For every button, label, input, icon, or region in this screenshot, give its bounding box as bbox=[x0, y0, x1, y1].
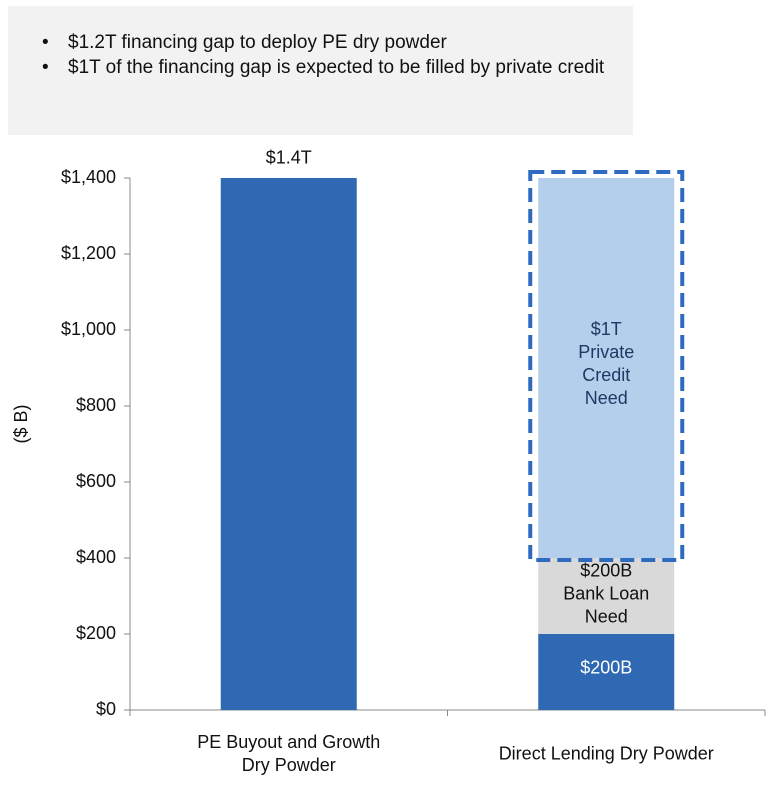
y-tick-label: $400 bbox=[76, 547, 116, 567]
value-label: $1T Private Credit Need bbox=[578, 319, 635, 408]
y-tick-label: $1,000 bbox=[61, 319, 116, 339]
y-tick-label: $0 bbox=[96, 699, 116, 719]
y-tick-label: $200 bbox=[76, 623, 116, 643]
note: $1T of the financing gap is expected to … bbox=[42, 55, 613, 80]
value-label: $1.4T bbox=[265, 147, 312, 168]
x-tick-label: Direct Lending Dry Powder bbox=[498, 743, 714, 764]
y-axis-label: ($ B) bbox=[11, 404, 31, 443]
value-label: $200B bbox=[580, 657, 633, 678]
note: $1.2T financing gap to deploy PE dry pow… bbox=[42, 30, 613, 55]
bar-segment bbox=[538, 634, 675, 710]
bar-segment bbox=[538, 558, 675, 634]
highlight-outline bbox=[528, 170, 685, 562]
y-tick-label: $1,400 bbox=[61, 167, 116, 187]
y-tick-label: $1,200 bbox=[61, 243, 116, 263]
y-tick-label: $800 bbox=[76, 395, 116, 415]
bar-segment bbox=[220, 178, 357, 710]
value-label: $200B Bank Loan Need bbox=[563, 560, 650, 627]
x-tick-label: PE Buyout and Growth Dry Powder bbox=[197, 732, 381, 775]
notes-box: $1.2T financing gap to deploy PE dry pow… bbox=[8, 6, 633, 135]
y-tick-label: $600 bbox=[76, 471, 116, 491]
bar-segment bbox=[538, 178, 675, 558]
